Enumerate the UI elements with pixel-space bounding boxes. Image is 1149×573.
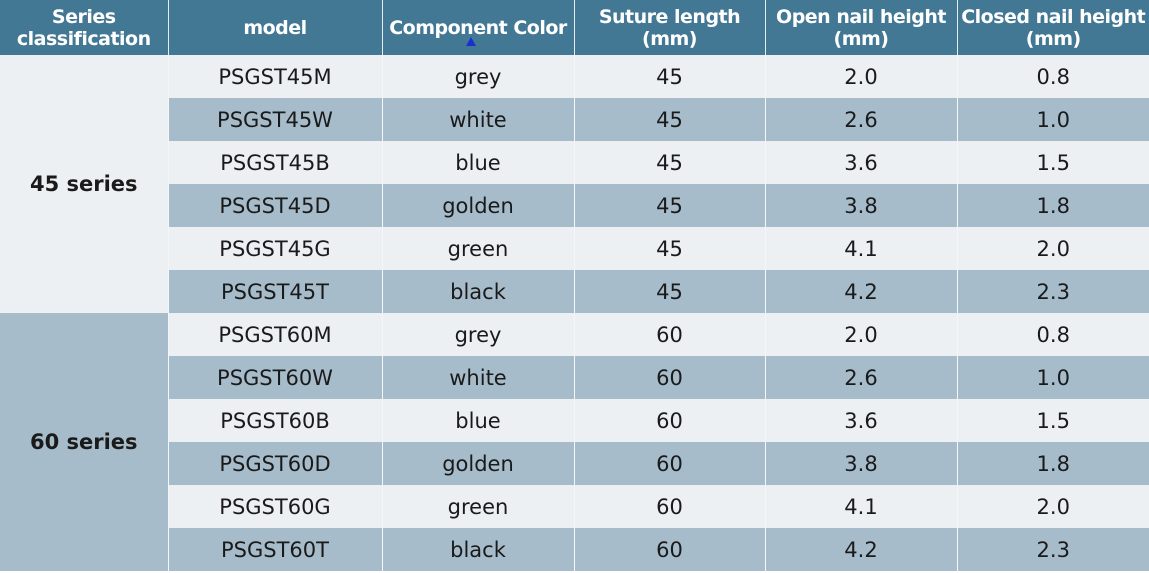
open-height-cell: 3.6 (764, 399, 957, 442)
column-header: Series classification (0, 0, 168, 55)
closed-height-cell: 1.5 (956, 399, 1149, 442)
table-row: PSGST45G green 45 4.1 2.0 (0, 227, 1149, 270)
open-height-cell: 3.8 (764, 442, 957, 485)
model-cell: PSGST45D (167, 184, 382, 227)
table-row: PSGST45D golden 45 3.8 1.8 (0, 184, 1149, 227)
closed-height-cell: 2.3 (956, 270, 1149, 313)
closed-height-cell: 0.8 (956, 55, 1149, 98)
color-cell: white (381, 98, 574, 141)
suture-length-cell: 45 (573, 55, 765, 98)
color-cell: black (381, 270, 574, 313)
table-row: PSGST45B blue 45 3.6 1.5 (0, 141, 1149, 184)
model-cell: PSGST60M (167, 313, 382, 356)
open-height-cell: 2.0 (764, 55, 957, 98)
cursor-marker-icon (466, 37, 476, 46)
table-row: 45 series PSGST45M grey 45 2.0 0.8 (0, 55, 1149, 313)
closed-height-cell: 1.0 (956, 98, 1149, 141)
model-cell: PSGST60D (167, 442, 382, 485)
table-row: 60 series PSGST60M grey 60 2.0 0.8 (0, 313, 1149, 571)
model-cell: PSGST60W (167, 356, 382, 399)
open-height-cell: 4.2 (764, 528, 957, 571)
color-cell: golden (381, 184, 574, 227)
suture-length-cell: 60 (573, 442, 765, 485)
table-row: PSGST60T black 60 4.2 2.3 (0, 528, 1149, 571)
suture-length-cell: 60 (573, 356, 765, 399)
column-header: Closed nail height (mm) (956, 0, 1149, 55)
color-cell: green (381, 485, 574, 528)
series-cell: 45 series (0, 55, 168, 313)
model-cell: PSGST45T (167, 270, 382, 313)
model-cell: PSGST45B (167, 141, 382, 184)
table-row: PSGST45T black 45 4.2 2.3 (0, 270, 1149, 313)
series-cell: 60 series (0, 313, 168, 571)
color-cell: white (381, 356, 574, 399)
open-height-cell: 3.6 (764, 141, 957, 184)
color-cell: golden (381, 442, 574, 485)
color-cell: black (381, 528, 574, 571)
suture-length-cell: 60 (573, 485, 765, 528)
closed-height-cell: 2.0 (956, 227, 1149, 270)
model-cell: PSGST45W (167, 98, 382, 141)
suture-length-cell: 45 (573, 184, 765, 227)
table-row: PSGST60D golden 60 3.8 1.8 (0, 442, 1149, 485)
closed-height-cell: 1.5 (956, 141, 1149, 184)
color-cell: grey (381, 55, 574, 98)
closed-height-cell: 1.8 (956, 442, 1149, 485)
open-height-cell: 4.1 (764, 485, 957, 528)
suture-length-cell: 45 (573, 270, 765, 313)
suture-length-cell: 45 (573, 98, 765, 141)
suture-length-cell: 60 (573, 313, 765, 356)
column-header: Component Color (381, 0, 574, 55)
table-row: PSGST60G green 60 4.1 2.0 (0, 485, 1149, 528)
open-height-cell: 4.2 (764, 270, 957, 313)
column-header: Open nail height (mm) (764, 0, 957, 55)
open-height-cell: 3.8 (764, 184, 957, 227)
model-cell: PSGST60B (167, 399, 382, 442)
color-cell: green (381, 227, 574, 270)
open-height-cell: 2.6 (764, 98, 957, 141)
color-cell: blue (381, 141, 574, 184)
closed-height-cell: 1.8 (956, 184, 1149, 227)
table-row: PSGST60W white 60 2.6 1.0 (0, 356, 1149, 399)
closed-height-cell: 1.0 (956, 356, 1149, 399)
model-cell: PSGST45M (167, 55, 382, 98)
column-header: Suture length (mm) (573, 0, 765, 55)
model-cell: PSGST60G (167, 485, 382, 528)
open-height-cell: 4.1 (764, 227, 957, 270)
suture-length-cell: 60 (573, 399, 765, 442)
closed-height-cell: 2.3 (956, 528, 1149, 571)
model-cell: PSGST45G (167, 227, 382, 270)
open-height-cell: 2.6 (764, 356, 957, 399)
color-cell: blue (381, 399, 574, 442)
suture-length-cell: 45 (573, 227, 765, 270)
open-height-cell: 2.0 (764, 313, 957, 356)
header-row: Series classification model Component Colo… (0, 0, 1149, 55)
table-row: PSGST45W white 45 2.6 1.0 (0, 98, 1149, 141)
column-header: model (167, 0, 382, 55)
suture-length-cell: 45 (573, 141, 765, 184)
table-row: PSGST60B blue 60 3.6 1.5 (0, 399, 1149, 442)
model-cell: PSGST60T (167, 528, 382, 571)
closed-height-cell: 0.8 (956, 313, 1149, 356)
closed-height-cell: 2.0 (956, 485, 1149, 528)
color-cell: grey (381, 313, 574, 356)
suture-length-cell: 60 (573, 528, 765, 571)
